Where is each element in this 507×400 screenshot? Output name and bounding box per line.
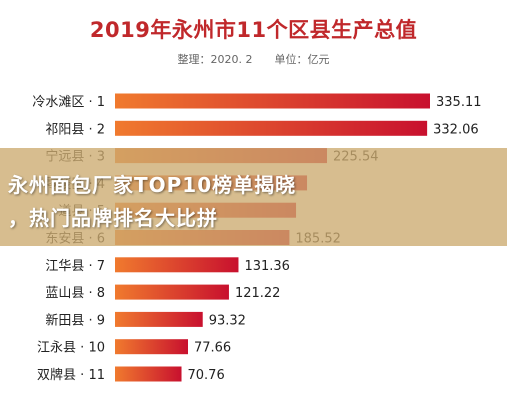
value-label: 93.32 — [209, 313, 246, 328]
category-label: 冷水滩区 · 1 — [32, 95, 105, 110]
value-label: 70.76 — [188, 368, 225, 383]
title-banner-overlay: 永州面包厂家TOP10榜单揭晓 ，热门品牌排名大比拼 — [0, 148, 507, 246]
value-label: 77.66 — [194, 341, 231, 356]
category-label: 江华县 · 7 — [45, 259, 105, 274]
bar — [115, 366, 182, 382]
bar — [115, 93, 430, 109]
banner-headline-line-1: 永州面包厂家TOP10榜单揭晓 — [8, 173, 297, 197]
bar — [115, 339, 188, 355]
category-label: 祁阳县 · 2 — [45, 122, 105, 137]
bar — [115, 257, 239, 273]
value-label: 121.22 — [235, 286, 280, 301]
value-label: 335.11 — [436, 95, 482, 110]
category-label: 蓝山县 · 8 — [45, 286, 105, 301]
bar — [115, 120, 428, 136]
bar — [115, 284, 229, 300]
category-label: 双牌县 · 11 — [37, 367, 105, 383]
bar — [115, 311, 203, 327]
banner-headline-line-2: ，热门品牌排名大比拼 — [8, 206, 218, 230]
chart-title: 2019年永州市11个区县生产总值 — [89, 18, 418, 42]
value-label: 332.06 — [433, 122, 479, 137]
category-label: 新田县 · 9 — [45, 312, 105, 328]
chart-subtitle: 整理：2020. 2 单位：亿元 — [177, 53, 330, 66]
category-label: 江永县 · 10 — [37, 341, 105, 356]
value-label: 131.36 — [244, 259, 289, 274]
